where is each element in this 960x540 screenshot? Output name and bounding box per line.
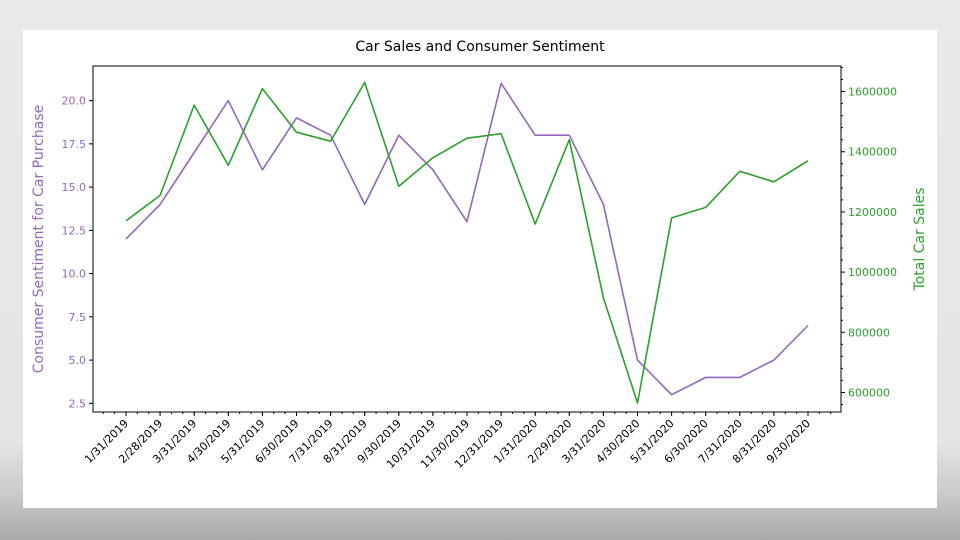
plot-frame [92,65,842,413]
chart-card: Car Sales and Consumer Sentiment 2.5 5.0 7… [23,30,937,508]
series-lines [125,81,809,404]
left-axis-label: Consumer Sentiment for Car Purchase [31,105,47,374]
left-tick-label: 15.0 [62,181,87,194]
right-axis-label: Total Car Sales [912,188,928,292]
right-tick-label: 1400000 [848,146,897,159]
right-tick-label: 1200000 [848,206,897,219]
chart-title: Car Sales and Consumer Sentiment [355,39,605,55]
left-tick-label: 2.5 [69,397,87,410]
left-tick-label: 17.5 [62,138,87,151]
left-tick-label: 10.0 [62,268,87,281]
right-tick-label: 1600000 [848,86,897,99]
chart-svg: Car Sales and Consumer Sentiment 2.5 5.0 7… [31,39,928,471]
sentiment-line [125,82,809,396]
sales-line [125,81,809,404]
right-tick-label: 600000 [848,386,890,399]
right-tick-label: 1000000 [848,266,897,279]
x-axis: 1/31/20192/28/20193/31/20194/30/20195/31… [82,412,832,471]
left-tick-label: 7.5 [69,311,87,324]
left-tick-label: 12.5 [62,224,87,237]
left-tick-label: 20.0 [62,95,87,108]
left-tick-label: 5.0 [69,354,87,367]
left-axis: 2.5 5.0 7.5 10.0 12.5 15.0 17.5 20.0 [62,95,93,410]
right-tick-label: 800000 [848,326,890,339]
right-axis: 600000 800000 1000000 1200000 1400000 1600000 [841,67,897,405]
